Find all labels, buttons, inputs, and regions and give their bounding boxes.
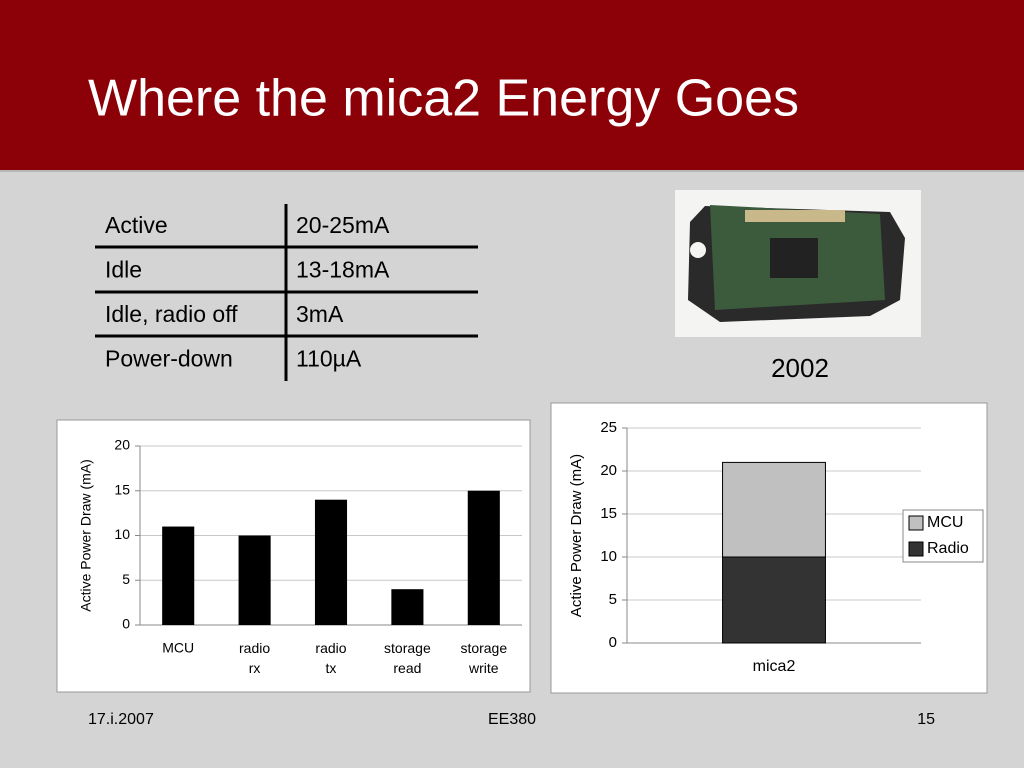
y-tick-label: 10 xyxy=(114,526,130,542)
bar-segment xyxy=(722,461,826,558)
y-tick-label: 5 xyxy=(122,571,130,587)
x-tick-label: mica2 xyxy=(753,658,796,675)
chart-frame xyxy=(56,419,531,693)
table xyxy=(95,204,478,381)
x-tick-label: radio rx xyxy=(239,640,270,676)
x-tick-label: MCU xyxy=(162,640,194,656)
y-tick-label: 15 xyxy=(600,505,617,522)
y-tick-label: 20 xyxy=(600,462,617,479)
legend-swatch xyxy=(908,541,924,557)
bar xyxy=(314,499,348,625)
bar-segment xyxy=(722,556,826,644)
x-tick-label: storage write xyxy=(460,640,507,676)
table-cell: Active xyxy=(105,212,168,238)
photo-caption: 2002 xyxy=(771,353,829,383)
title-band xyxy=(0,0,1024,170)
footer-course: EE380 xyxy=(488,711,536,728)
y-axis-label: Active Power Draw (mA) xyxy=(568,454,585,617)
table-cell: Power-down xyxy=(105,346,233,372)
y-tick-label: 0 xyxy=(609,634,617,651)
bar xyxy=(467,490,500,625)
legend-label: MCU xyxy=(927,514,963,531)
table-cell: 13-18mA xyxy=(296,257,390,283)
bar xyxy=(391,589,424,625)
slide-title: Where the mica2 Energy Goes xyxy=(88,70,799,128)
table-cell: Idle, radio off xyxy=(105,301,238,327)
x-tick-label: radio tx xyxy=(315,640,346,676)
y-tick-label: 25 xyxy=(600,419,617,436)
footer-date: 17.i.2007 xyxy=(88,711,154,728)
y-axis-label: Active Power Draw (mA) xyxy=(78,459,94,611)
table-cell: Idle xyxy=(105,257,142,283)
connector xyxy=(745,210,845,222)
y-tick-label: 5 xyxy=(609,591,617,608)
footer-page: 15 xyxy=(917,711,935,728)
bar xyxy=(162,526,195,625)
legend-swatch xyxy=(908,515,924,531)
x-tick-label: storage read xyxy=(384,640,431,676)
table-cell: 110µA xyxy=(296,346,362,372)
photo xyxy=(675,190,921,337)
legend-label: Radio xyxy=(927,540,969,557)
y-tick-label: 0 xyxy=(122,616,130,632)
bar xyxy=(238,535,271,625)
y-tick-label: 15 xyxy=(114,481,130,497)
y-tick-label: 10 xyxy=(600,548,617,565)
hole xyxy=(690,242,706,258)
chip xyxy=(770,238,818,278)
table-cell: 3mA xyxy=(296,301,344,327)
table-cell: 20-25mA xyxy=(296,212,390,238)
y-tick-label: 20 xyxy=(114,437,130,453)
